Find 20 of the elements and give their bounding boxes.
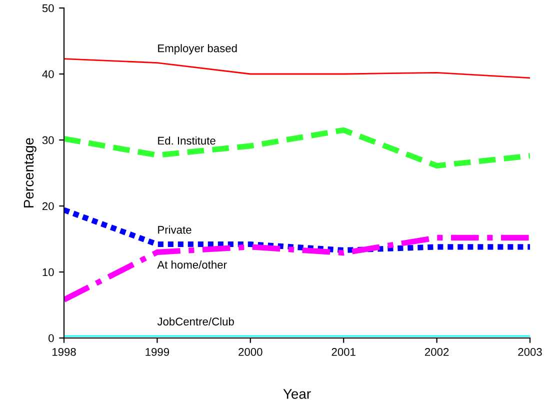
series-label: Employer based — [158, 44, 237, 54]
x-axis-title: Year — [283, 389, 311, 399]
series-label: Private — [158, 226, 192, 234]
series-label: JobCentre/Club — [157, 317, 234, 326]
x-tick-label: 2000 — [238, 348, 262, 356]
series-label: At home/other — [157, 260, 227, 269]
x-tick-label: 1998 — [52, 348, 76, 356]
y-tick-label: 20 — [42, 202, 54, 210]
x-tick-label: 2002 — [425, 348, 449, 356]
x-tick-label: 1999 — [146, 348, 170, 356]
line-series — [64, 58, 530, 79]
series-label: Ed. Institute — [158, 136, 216, 145]
y-tick-label: 40 — [42, 70, 54, 78]
y-axis-title: Percentage — [24, 138, 36, 208]
y-tick-label: 0 — [48, 334, 54, 342]
y-tick-label: 50 — [42, 4, 54, 12]
x-tick-label: 2001 — [332, 348, 356, 356]
y-tick-label: 30 — [42, 136, 54, 144]
x-tick-label: 2003 — [518, 348, 542, 356]
y-tick-label: 10 — [42, 268, 54, 276]
